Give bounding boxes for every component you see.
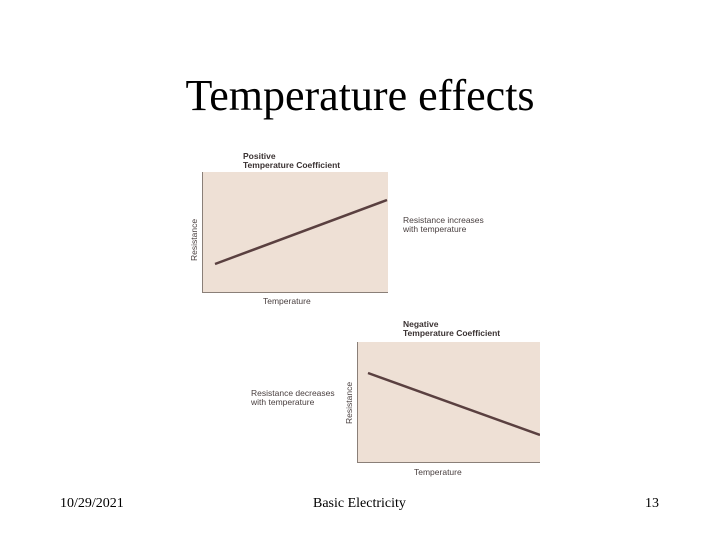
negative-trend-line: [367, 371, 540, 437]
negative-y-axis-label: Resistance: [344, 381, 354, 424]
footer-date: 10/29/2021: [60, 496, 124, 511]
negative-x-axis-label: Temperature: [414, 467, 462, 477]
negative-plot-area: [357, 342, 540, 463]
negative-heading-line1: Negative: [403, 319, 439, 329]
negative-note-line2: with temperature: [251, 397, 315, 407]
slide-number: 13: [645, 496, 659, 511]
positive-heading-line1: Positive: [243, 151, 276, 161]
positive-heading-line2: Temperature Coefficient: [243, 160, 341, 170]
negative-note-line1: Resistance decreases: [251, 388, 335, 398]
negative-heading-line2: Temperature Coefficient: [403, 328, 501, 338]
positive-note-line1: Resistance increases: [403, 215, 484, 225]
footer-title: Basic Electricity: [313, 496, 406, 511]
positive-note-line2: with temperature: [403, 224, 467, 234]
slide-title: Temperature effects: [185, 71, 535, 120]
positive-plot-area: [202, 172, 388, 293]
positive-trend-line: [214, 198, 388, 266]
negative-plot-svg: [367, 371, 540, 437]
positive-y-axis-label: Resistance: [189, 218, 199, 261]
positive-plot-svg: [214, 198, 388, 266]
positive-x-axis-label: Temperature: [263, 296, 311, 306]
